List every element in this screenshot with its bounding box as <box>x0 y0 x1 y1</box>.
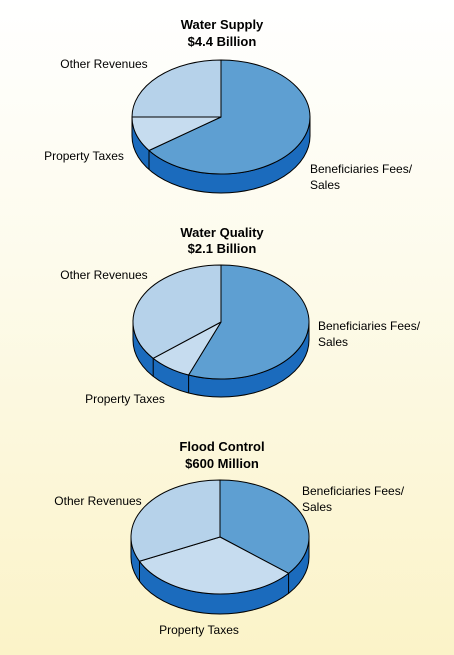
slice-other-revenues <box>130 479 221 562</box>
legend-beneficiaries-fees: Beneficiaries Fees/ Sales <box>302 484 405 514</box>
legend-other-revenues: Other Revenues <box>54 494 141 508</box>
pie-water-supply <box>131 59 311 194</box>
chart-water-supply: Water Supply $4.4 Billion Other Revenues… <box>44 17 413 194</box>
slice-beneficiaries-fees <box>219 479 310 574</box>
legend-other-revenues: Other Revenues <box>60 268 147 282</box>
label-line-1: Beneficiaries Fees/ <box>302 484 405 498</box>
slice-property-taxes <box>138 536 290 595</box>
chart-water-quality: Water Quality $2.1 Billion Other Revenue… <box>60 225 420 406</box>
legend-property-taxes: Property Taxes <box>85 392 165 406</box>
label-line-2: Sales <box>310 178 340 192</box>
chart-title: Flood Control <box>179 439 264 454</box>
label-line-1: Beneficiaries Fees/ <box>318 319 421 333</box>
pie-flood-control <box>130 479 310 615</box>
pie-water-quality <box>132 264 310 398</box>
label-line-1: Beneficiaries Fees/ <box>310 162 413 176</box>
slice-beneficiaries-fees <box>148 59 311 175</box>
chart-subtitle: $2.1 Billion <box>188 241 257 256</box>
label-line-2: Sales <box>302 500 332 514</box>
slice-beneficiaries-fees <box>188 264 310 380</box>
legend-beneficiaries-fees: Beneficiaries Fees/ Sales <box>318 319 421 349</box>
chart-subtitle: $4.4 Billion <box>188 34 257 49</box>
chart-title: Water Supply <box>181 17 264 32</box>
legend-other-revenues: Other Revenues <box>60 57 147 71</box>
label-line-2: Sales <box>318 335 348 349</box>
legend-property-taxes: Property Taxes <box>44 149 124 163</box>
legend-beneficiaries-fees: Beneficiaries Fees/ Sales <box>310 162 413 192</box>
legend-property-taxes: Property Taxes <box>159 623 239 637</box>
chart-flood-control: Flood Control $600 Million Other Revenue… <box>54 439 404 637</box>
chart-title: Water Quality <box>180 225 264 240</box>
slice-other-revenues <box>132 264 222 359</box>
chart-subtitle: $600 Million <box>185 456 259 471</box>
slice-other-revenues <box>131 59 222 118</box>
